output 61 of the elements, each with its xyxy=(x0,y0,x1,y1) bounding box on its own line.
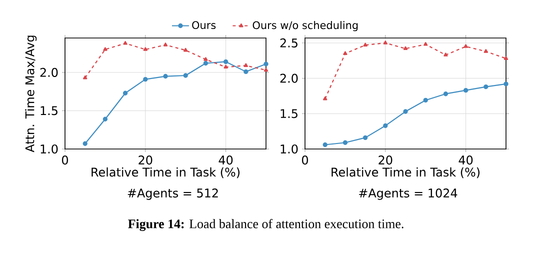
point xyxy=(464,44,468,48)
x-tick-label: 0 xyxy=(302,156,308,165)
y-tick-label: 1.5 xyxy=(280,109,298,118)
y-tick-label: 2.0 xyxy=(280,74,298,83)
y-tick-label: 1.0 xyxy=(40,144,58,154)
point xyxy=(463,88,468,93)
x-axis-title: Relative Time in Task (%) xyxy=(92,167,240,178)
y-tick-label: 1.0 xyxy=(280,144,298,154)
point xyxy=(444,52,448,56)
point xyxy=(484,84,488,90)
point xyxy=(424,42,428,46)
point xyxy=(203,60,208,66)
x-tick-label: 40 xyxy=(218,156,233,165)
x-tick-label: 0 xyxy=(62,156,68,165)
point xyxy=(143,76,148,82)
point xyxy=(383,40,388,44)
point xyxy=(504,82,508,86)
x-axis-title: Relative Time in Task (%) xyxy=(332,167,480,178)
x-tick-label: 20 xyxy=(378,156,392,165)
legend-label: Ours xyxy=(192,21,216,30)
text: #Agents = 1024 xyxy=(359,188,458,200)
point xyxy=(362,135,368,140)
point xyxy=(264,68,268,72)
y-axis-title: Attn. Time Max/Avg xyxy=(25,36,37,152)
point xyxy=(82,75,88,80)
point xyxy=(423,98,428,103)
point xyxy=(443,92,448,96)
point xyxy=(244,63,248,68)
point xyxy=(183,73,188,78)
point xyxy=(383,123,388,128)
text: Figure 14: Load balance of attention execution time. xyxy=(128,219,404,231)
point xyxy=(403,46,408,50)
y-tick-label: 1.5 xyxy=(40,106,58,116)
point xyxy=(123,41,128,45)
y-tick-label: 2.5 xyxy=(280,38,298,48)
point xyxy=(264,62,268,66)
point xyxy=(343,51,348,55)
point xyxy=(322,142,328,148)
point xyxy=(504,56,508,60)
point xyxy=(183,48,188,52)
point xyxy=(323,96,328,100)
point xyxy=(82,141,88,146)
point xyxy=(122,90,128,96)
point xyxy=(403,109,408,114)
y-tick-label: 2.0 xyxy=(40,68,58,77)
point xyxy=(163,74,168,79)
point xyxy=(342,140,348,145)
point xyxy=(244,69,248,74)
point xyxy=(103,47,108,51)
point xyxy=(363,42,368,47)
point xyxy=(102,116,108,122)
point xyxy=(484,49,488,53)
point xyxy=(224,64,228,69)
point xyxy=(143,47,148,51)
legend-label: Ours w/o scheduling xyxy=(252,21,358,32)
x-tick-label: 40 xyxy=(458,156,473,165)
x-tick-label: 20 xyxy=(138,156,152,165)
point xyxy=(163,42,168,46)
point xyxy=(223,59,228,64)
text: #Agents = 512 xyxy=(128,188,218,200)
point xyxy=(204,57,208,61)
